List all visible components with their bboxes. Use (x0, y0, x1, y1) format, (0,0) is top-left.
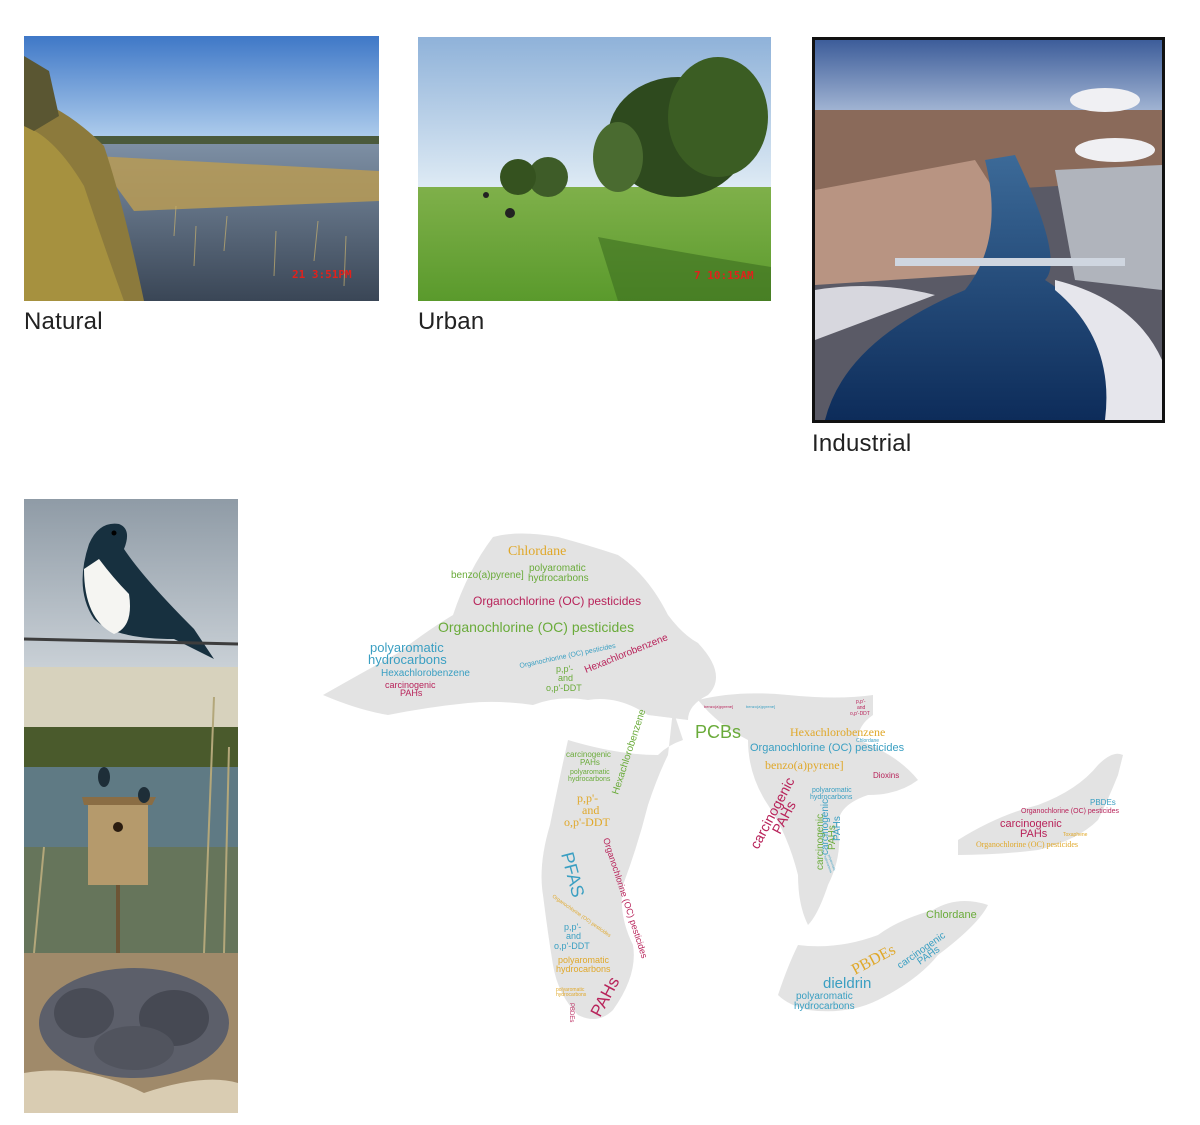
word-ddt: and (857, 705, 866, 711)
word-benzo-a-pyrene: benzo(a)pyrene] (704, 704, 733, 709)
photo-timestamp: 7 10:15AM (694, 269, 754, 282)
word-pbdes: PBDEs (1090, 798, 1116, 807)
word-pbdes: PBDEs (568, 1003, 574, 1022)
word-hydrocarbons: hydrocarbons (368, 652, 447, 667)
word-toxaphene: Toxaphene (1063, 832, 1088, 838)
word-ddt: p,p'- (856, 699, 866, 705)
word-ddt: p,p'- (556, 664, 573, 674)
urban-caption: Urban (418, 308, 485, 335)
word-chlordane: Chlordane (926, 909, 977, 921)
word-carcinogenic: carcinogenic (385, 680, 436, 690)
great-lakes-contaminant-word-map: Chlordane benzo(a)pyrene] polyaromatic h… (318, 525, 1133, 1050)
word-ddt: and (582, 803, 599, 817)
nestlings-photo (24, 953, 238, 1113)
word-pahs: PAHs (1020, 828, 1048, 840)
word-carcinogenic: carcinogenic (820, 799, 831, 855)
word-carcinogenic: carcinogenic (566, 750, 611, 759)
word-hexachlorobenzene: Hexachlorobenzene (381, 668, 470, 679)
word-oc-pesticides: Organochlorine (OC) pesticides (1021, 808, 1120, 815)
word-benzo-a-pyrene: benzo(a)pyrene] (451, 570, 524, 581)
lake-michigan-shape (541, 710, 683, 1019)
word-hydrocarbons: hydrocarbons (794, 1001, 855, 1012)
tree-swallow-photo (24, 499, 238, 667)
word-oc-pesticides: Organochlorine (OC) pesticides (438, 619, 634, 635)
lake-erie-shape (778, 901, 988, 1012)
word-hydrocarbons: hydrocarbons (556, 992, 587, 998)
word-ddt: o,p'-DDT (564, 815, 610, 829)
lake-huron-shape (698, 693, 918, 925)
word-pahs: PAHs (400, 688, 423, 698)
word-carcinogenic: carcinogenic (1000, 818, 1062, 830)
urban-landscape-photo: 7 10:15AM (418, 37, 771, 301)
word-polyaromatic: polyaromatic (827, 854, 837, 872)
word-chlordane: Chlordane (508, 544, 566, 559)
word-benzo-a-pyrene: benzo(a)pyrene] (746, 704, 775, 709)
natural-caption: Natural (24, 308, 103, 335)
word-ddt: p,p'- (577, 791, 598, 805)
lake-ontario-shape (958, 753, 1123, 855)
word-polyaromatic: polyaromatic (529, 563, 586, 574)
industrial-caption: Industrial (812, 430, 912, 457)
word-hydrocarbons: hydrocarbons (823, 855, 833, 874)
word-oc-pesticides: Organochlorine (OC) pesticides (750, 742, 905, 754)
word-polyaromatic: polyaromatic (570, 769, 610, 776)
word-ddt: o,p'-DDT (554, 941, 590, 951)
word-benzo-a-pyrene: benzo(a)pyrene] (765, 758, 844, 772)
word-hydrocarbons: hydrocarbons (528, 573, 589, 584)
word-polyaromatic: polyaromatic (556, 987, 585, 993)
word-polyaromatic: polyaromatic (796, 991, 853, 1002)
word-ddt: o,p'-DDT (546, 683, 582, 693)
word-ddt: and (558, 673, 573, 683)
word-ddt: and (566, 931, 581, 941)
word-oc-pesticides: Organochlorine (OC) pesticides (976, 840, 1078, 849)
word-pcbs: PCBs (695, 722, 741, 742)
word-hydrocarbons: hydrocarbons (810, 794, 853, 801)
word-pahs: PAHs (827, 825, 838, 850)
word-hydrocarbons: hydrocarbons (568, 776, 611, 783)
word-polyaromatic: polyaromatic (370, 640, 444, 655)
nest-box-photo (24, 667, 238, 953)
word-oc-pesticides: Organochlorine (OC) pesticides (473, 594, 641, 608)
word-pahs: PAHs (580, 758, 600, 767)
word-pahs: PAHs (832, 816, 843, 841)
word-ddt: o,p'-DDT (850, 711, 870, 717)
word-dieldrin: dieldrin (823, 975, 871, 992)
word-chlordane: Chlordane (856, 738, 879, 744)
lake-superior-shape (323, 533, 716, 720)
word-ddt: p,p'- (564, 922, 581, 932)
industrial-landscape-photo (812, 37, 1165, 423)
word-polyaromatic: polyaromatic (812, 787, 852, 794)
photo-timestamp: 21 3:51PM (292, 268, 352, 281)
word-hydrocarbons: hydrocarbons (556, 964, 611, 974)
word-carcinogenic: carcinogenic (815, 814, 826, 870)
word-hexachlorobenzene: Hexachlorobenzene (790, 725, 885, 739)
natural-landscape-photo: 21 3:51PM (24, 36, 379, 301)
word-polyaromatic: polyaromatic (558, 955, 610, 965)
word-dioxins: Dioxins (873, 771, 899, 780)
